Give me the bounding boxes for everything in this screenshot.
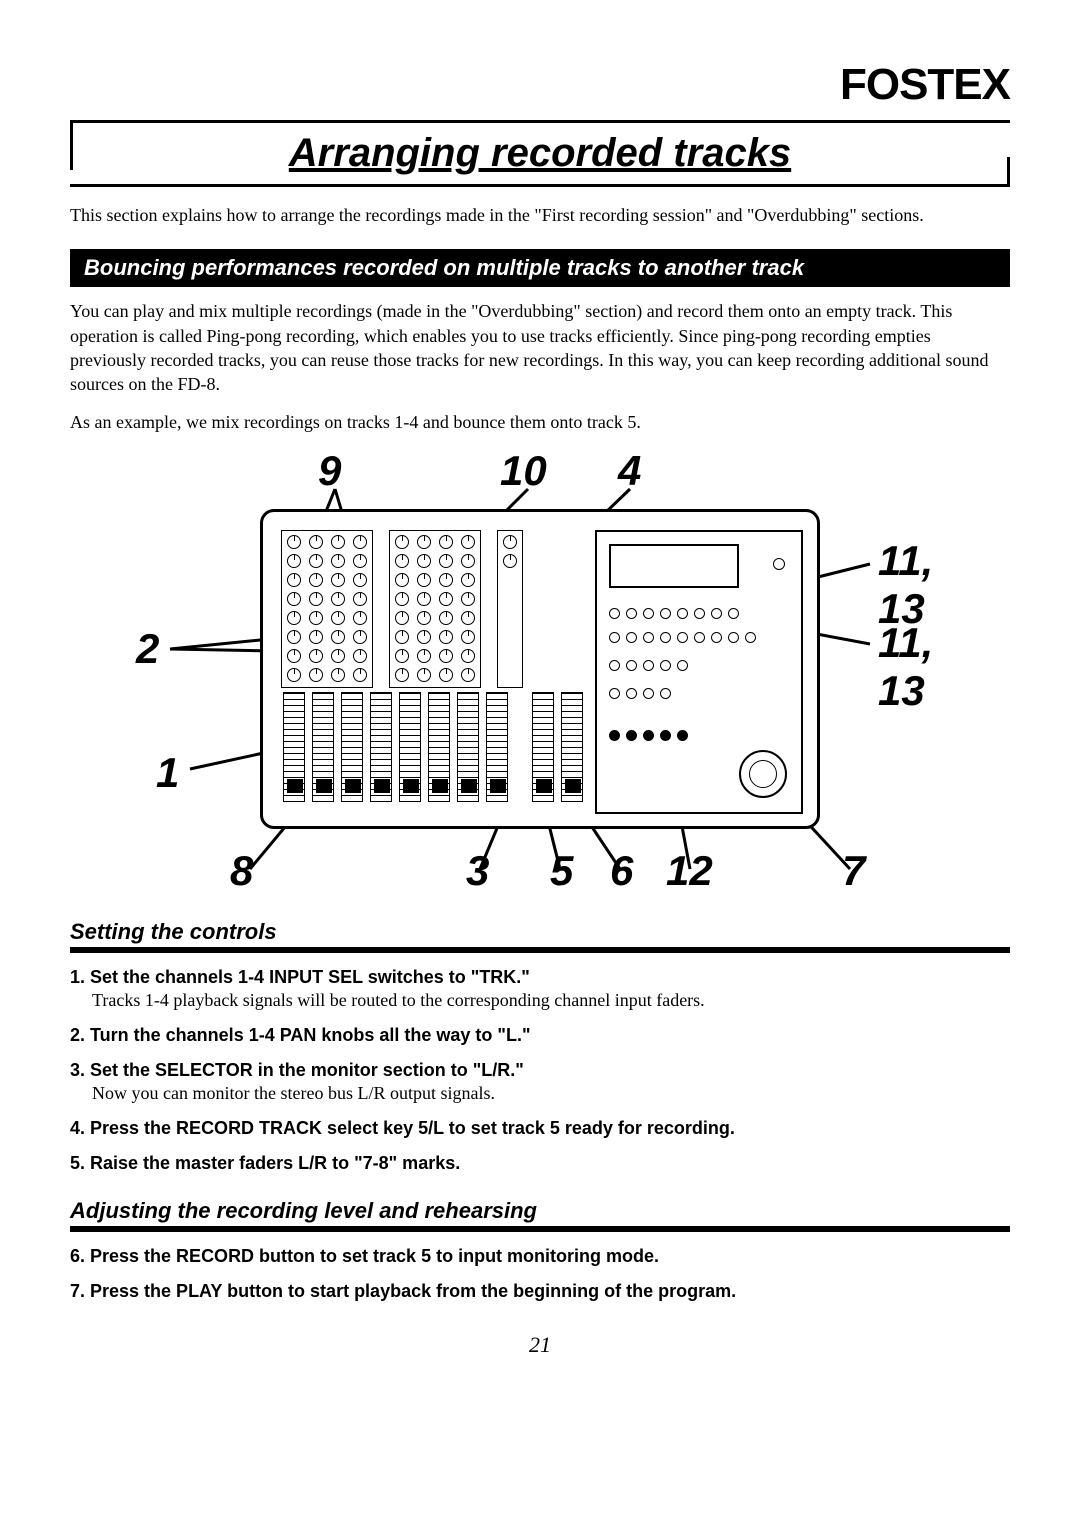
knob-block-1-4 xyxy=(281,530,373,688)
jog-wheel-icon xyxy=(739,750,787,798)
button-row-3 xyxy=(609,660,688,671)
subhead-setting-controls: Setting the controls xyxy=(70,919,1010,953)
step-heading: 7. Press the PLAY button to start playba… xyxy=(70,1281,1010,1302)
callout-7: 7 xyxy=(842,847,865,895)
step-description: Now you can monitor the stereo bus L/R o… xyxy=(92,1083,1010,1104)
callout-5: 5 xyxy=(550,847,573,895)
knob-block-aux xyxy=(497,530,523,688)
step-heading: 1. Set the channels 1-4 INPUT SEL switch… xyxy=(70,967,1010,988)
callout-11-13-b: 11, 13 xyxy=(878,619,990,715)
control-panel xyxy=(595,530,803,814)
mixer-diagram: 9 10 4 11, 13 11, 13 2 1 8 3 5 6 12 7 xyxy=(90,449,990,889)
knob-block-5-8 xyxy=(389,530,481,688)
steps-group-2: 6. Press the RECORD button to set track … xyxy=(70,1246,1010,1302)
step-heading: 3. Set the SELECTOR in the monitor secti… xyxy=(70,1060,1010,1081)
brand-logo: FOSTEX xyxy=(70,60,1010,110)
body-para-2: As an example, we mix recordings on trac… xyxy=(70,410,1010,434)
track-select-row-1 xyxy=(609,608,739,619)
callout-2: 2 xyxy=(136,625,159,673)
knob-columns xyxy=(281,530,523,688)
fader-row xyxy=(283,692,583,802)
transport-row xyxy=(609,730,688,741)
button-row-4 xyxy=(609,688,671,699)
subhead-adjusting-level: Adjusting the recording level and rehear… xyxy=(70,1198,1010,1232)
callout-1: 1 xyxy=(156,749,179,797)
page-number: 21 xyxy=(70,1332,1010,1358)
intro-text: This section explains how to arrange the… xyxy=(70,203,1010,227)
page-title-box: Arranging recorded tracks xyxy=(70,120,1010,187)
section-heading-bar: Bouncing performances recorded on multip… xyxy=(70,249,1010,287)
step-heading: 4. Press the RECORD TRACK select key 5/L… xyxy=(70,1118,1010,1139)
callout-6: 6 xyxy=(610,847,633,895)
page-title: Arranging recorded tracks xyxy=(70,131,1010,176)
step-heading: 5. Raise the master faders L/R to "7-8" … xyxy=(70,1153,1010,1174)
callout-10: 10 xyxy=(500,447,547,495)
step-heading: 2. Turn the channels 1-4 PAN knobs all t… xyxy=(70,1025,1010,1046)
steps-group-1: 1. Set the channels 1-4 INPUT SEL switch… xyxy=(70,967,1010,1174)
callout-12: 12 xyxy=(666,847,713,895)
step-heading: 6. Press the RECORD button to set track … xyxy=(70,1246,1010,1267)
callout-3: 3 xyxy=(466,847,489,895)
callout-9: 9 xyxy=(318,447,341,495)
callout-4: 4 xyxy=(618,447,641,495)
callout-8: 8 xyxy=(230,847,253,895)
step-description: Tracks 1-4 playback signals will be rout… xyxy=(92,990,1010,1011)
small-knob-icon xyxy=(773,558,785,570)
track-select-row-2 xyxy=(609,632,756,643)
mixer-outline xyxy=(260,509,820,829)
lcd-display xyxy=(609,544,739,588)
body-para-1: You can play and mix multiple recordings… xyxy=(70,299,1010,396)
